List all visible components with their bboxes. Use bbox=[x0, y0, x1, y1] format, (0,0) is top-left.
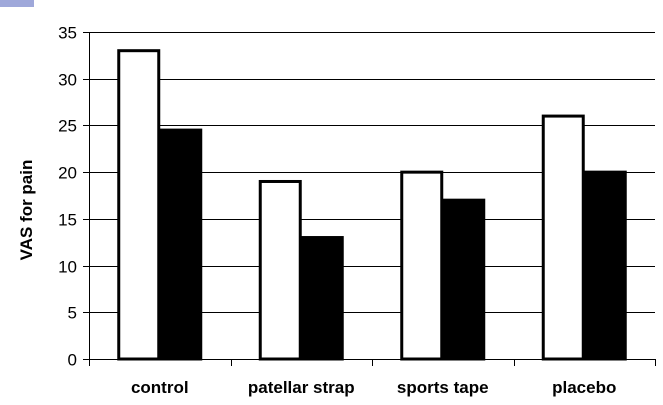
y-tick-label: 30 bbox=[58, 71, 77, 90]
y-axis-title: VAS for pain bbox=[17, 160, 36, 261]
y-tick-label: 5 bbox=[68, 304, 77, 323]
y-tick-label: 10 bbox=[58, 258, 77, 277]
bars bbox=[117, 49, 627, 361]
category-label-patellar-strap: patellar strap bbox=[248, 378, 355, 397]
bar-series-1-placebo bbox=[541, 114, 585, 361]
y-tick-label: 35 bbox=[58, 24, 77, 43]
axes bbox=[83, 32, 656, 366]
y-tick-label: 25 bbox=[58, 117, 77, 136]
category-label-sports-tape: sports tape bbox=[397, 378, 489, 397]
y-tick-label: 15 bbox=[58, 211, 77, 230]
bar-series-2-sports-tape bbox=[442, 198, 486, 361]
y-tick-label: 20 bbox=[58, 164, 77, 183]
category-labels: control patellar strap sports tape placebo bbox=[131, 378, 616, 397]
y-tick-label: 0 bbox=[68, 351, 77, 370]
category-label-placebo: placebo bbox=[552, 378, 616, 397]
bar-series-2-patellar-strap bbox=[300, 236, 344, 361]
bar-series-2-control bbox=[159, 128, 203, 361]
corner-mark bbox=[0, 0, 34, 7]
bar-series-1-patellar-strap bbox=[258, 179, 302, 361]
category-label-control: control bbox=[131, 378, 189, 397]
bar-series-1-sports-tape bbox=[400, 170, 444, 361]
bar-series-1-control bbox=[117, 49, 161, 361]
bar-series-2-placebo bbox=[583, 170, 627, 361]
y-tick-labels: 0 5 10 15 20 25 30 35 bbox=[58, 24, 77, 370]
